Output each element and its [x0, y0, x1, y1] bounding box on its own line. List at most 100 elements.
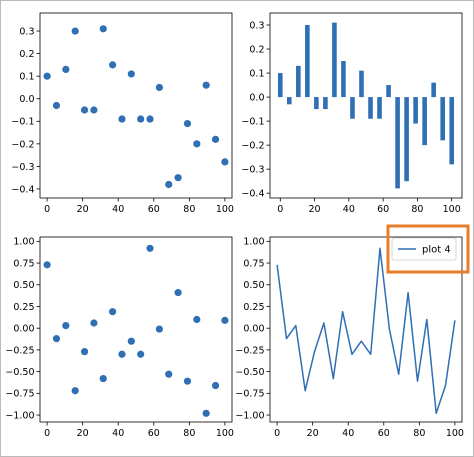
- x-tick-label: 100: [216, 428, 234, 439]
- scatter-point: [52, 101, 61, 110]
- scatter-point: [165, 180, 173, 189]
- y-tick-label: 0.75: [13, 258, 34, 269]
- scatter-point: [137, 350, 145, 358]
- bar: [431, 82, 436, 98]
- x-tick-label: 20: [77, 428, 89, 439]
- x-tick-label: 0: [44, 428, 50, 439]
- x-tick-label: 80: [413, 428, 425, 439]
- scatter-point: [174, 174, 182, 182]
- bar: [296, 65, 301, 98]
- x-tick-label: 100: [216, 204, 234, 215]
- bar: [305, 25, 310, 98]
- y-tick-label: 0.2: [249, 44, 264, 55]
- y-tick-label: 0.2: [19, 49, 34, 60]
- scatter-point: [165, 370, 173, 378]
- y-tick-label: 0.3: [19, 26, 34, 37]
- x-tick-label: 0: [274, 428, 280, 439]
- y-tick-label: 0.1: [249, 68, 264, 79]
- scatter-point: [109, 61, 117, 69]
- x-tick-label: 20: [77, 204, 89, 215]
- y-tick-label: 0.3: [249, 20, 264, 31]
- bar: [413, 97, 418, 124]
- bar: [404, 97, 409, 182]
- scatter-point: [52, 335, 61, 343]
- y-tick-label: −0.2: [11, 139, 34, 150]
- x-tick-label: 100: [446, 428, 464, 439]
- y-tick-label: −0.4: [241, 189, 264, 200]
- y-tick-label: 0.0: [19, 94, 34, 105]
- scatter-point: [146, 115, 154, 123]
- scatter-point: [202, 81, 210, 89]
- series-line: [276, 247, 456, 415]
- x-tick-label: 80: [183, 204, 195, 215]
- scatter-point: [43, 72, 51, 80]
- y-tick-label: 0.25: [13, 302, 34, 313]
- y-tick-label: 0.00: [13, 324, 34, 335]
- axes-frame: [269, 12, 463, 199]
- x-tick-label: 80: [183, 428, 195, 439]
- bar: [395, 97, 400, 189]
- scatter-point: [174, 288, 182, 297]
- y-tick-label: −0.75: [5, 389, 34, 400]
- legend-label: plot 4: [422, 245, 451, 256]
- x-tick-label: 20: [309, 204, 321, 215]
- y-tick-label: −0.2: [241, 141, 264, 152]
- legend-highlight-box: [386, 224, 470, 274]
- scatter-point: [155, 325, 163, 333]
- subplot-bottom-right: 0 20 40 60 80 100 −1.00 −0.75 −0.50 −0.25 0.00 0.25…: [235, 224, 470, 439]
- x-tick-label: 60: [148, 204, 160, 215]
- y-tick-label: 0.1: [19, 72, 34, 83]
- bar: [287, 97, 292, 105]
- bar: [332, 22, 337, 98]
- scatter-point: [62, 65, 70, 74]
- y-tick-label: −0.50: [235, 367, 264, 378]
- axes-frame: [39, 12, 233, 199]
- bar: [368, 97, 373, 119]
- bar: [314, 97, 319, 110]
- scatter-point: [99, 374, 107, 383]
- scatter-point: [127, 337, 135, 345]
- x-tick-label: 80: [411, 204, 423, 215]
- x-tick-label: 0: [44, 204, 50, 215]
- scatter-point: [193, 315, 201, 324]
- scatter-point: [71, 27, 79, 35]
- bar: [440, 97, 445, 141]
- y-tick-label: −0.3: [241, 165, 264, 176]
- x-tick-label: 0: [277, 204, 283, 215]
- y-tick-label: −0.4: [11, 184, 34, 195]
- y-tick-label: −0.25: [235, 345, 264, 356]
- x-tick-label: 60: [377, 204, 389, 215]
- scatter-point: [221, 158, 229, 166]
- y-tick-label: 0.50: [243, 280, 264, 291]
- scatter-point: [211, 381, 220, 390]
- bar: [341, 61, 346, 98]
- y-tick-label: 0.75: [243, 258, 264, 269]
- scatter-point: [90, 319, 98, 327]
- y-tick-label: −0.25: [5, 345, 34, 356]
- x-tick-label: 40: [342, 428, 354, 439]
- scatter-point: [90, 106, 98, 114]
- subplot-top-left: 0 20 40 60 80 100 −0.4 −0.3 −0.2 −0.1 0.0 0.1 0.2 0.3: [11, 12, 234, 215]
- x-tick-label: 60: [378, 428, 390, 439]
- subplot-bottom-left: 0 20 40 60 80 100 −1.00 −0.75 −0.50 −0.25 0.00 0.25…: [5, 236, 234, 439]
- bar: [422, 97, 427, 146]
- scatter-point: [118, 350, 126, 358]
- scatter-point: [193, 140, 201, 148]
- scatter-point: [146, 244, 154, 252]
- x-tick-label: 40: [343, 204, 355, 215]
- bar: [449, 97, 455, 165]
- bar: [359, 70, 364, 98]
- y-tick-label: 0.00: [243, 324, 264, 335]
- scatter-point: [137, 115, 145, 123]
- scatter-point: [99, 25, 107, 33]
- scatter-point: [62, 321, 70, 330]
- y-tick-label: −0.1: [241, 117, 264, 128]
- scatter-point: [80, 348, 89, 356]
- x-tick-label: 20: [307, 428, 319, 439]
- bar: [386, 85, 391, 98]
- y-tick-label: −0.50: [5, 367, 34, 378]
- y-tick-label: −1.00: [5, 410, 34, 421]
- bar: [323, 97, 328, 110]
- subplot-top-right: 0 20 40 60 80 100 −0.4 −0.3 −0.2 −0.1 0.0 0.1 0.2 0.3: [241, 12, 463, 215]
